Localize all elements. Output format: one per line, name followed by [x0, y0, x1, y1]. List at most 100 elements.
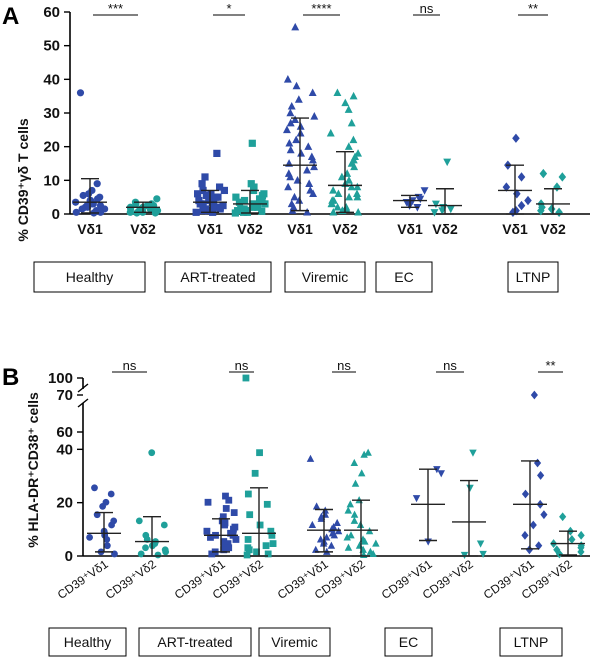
data-point [353, 192, 362, 201]
data-point [297, 149, 306, 157]
data-point [91, 484, 98, 492]
data-point [286, 108, 295, 117]
data-point [246, 511, 254, 519]
data-point [244, 490, 252, 498]
data-point [205, 207, 213, 215]
data-point [347, 118, 356, 127]
data-point [244, 536, 252, 543]
data-point [291, 115, 300, 123]
data-point [235, 198, 244, 206]
y-tick-label: 10 [43, 172, 60, 189]
data-point [344, 105, 353, 113]
y-tick-label: 40 [56, 441, 73, 458]
data-point [249, 203, 257, 211]
axis-break-mark [77, 383, 89, 393]
data-point [222, 505, 230, 512]
data-point [333, 202, 342, 211]
group-label: LTNP [514, 634, 549, 650]
data-point [308, 520, 317, 529]
data-point [230, 525, 237, 533]
data-point [194, 190, 202, 198]
data-point [525, 545, 533, 555]
data-point [256, 521, 264, 529]
data-point [357, 469, 366, 477]
data-point [361, 537, 369, 545]
significance-label: ns [443, 358, 457, 373]
significance-label: ns [420, 1, 434, 16]
data-point [294, 95, 303, 103]
data-point [304, 142, 313, 150]
data-point [420, 187, 429, 195]
data-point [322, 533, 331, 541]
data-point [78, 205, 86, 213]
data-point [349, 91, 358, 100]
data-point [521, 489, 530, 499]
data-point [568, 535, 576, 544]
data-point [310, 162, 319, 171]
group-box [164, 261, 272, 293]
data-point [502, 182, 511, 192]
y-tick-label: 0 [65, 548, 73, 565]
data-point [350, 516, 359, 524]
y-tick-label: 20 [56, 495, 73, 512]
data-point [577, 530, 585, 540]
panel-a-plot: 0 10 20 30 40 50 60 Vδ1 Vδ2 Vδ1 Vδ2 Vδ1 Vδ2 Vδ1 Vδ2 Vδ1… [33, 1, 590, 293]
data-point [553, 182, 561, 192]
data-point [540, 510, 548, 520]
data-point [524, 195, 532, 206]
data-point [517, 200, 526, 211]
data-point [202, 191, 210, 200]
data-point [103, 536, 111, 543]
data-point [437, 470, 445, 478]
data-point [135, 517, 143, 525]
data-point [446, 205, 455, 214]
data-point [343, 533, 351, 541]
significance-label: **** [311, 1, 331, 16]
data-point [555, 549, 563, 559]
data-point [199, 200, 207, 208]
data-point [232, 193, 240, 201]
data-point [220, 538, 228, 545]
data-point [245, 546, 253, 554]
data-point [243, 551, 251, 559]
data-point [215, 183, 224, 191]
data-point [256, 449, 263, 457]
data-point [345, 176, 353, 184]
data-point [416, 195, 425, 204]
data-point [308, 88, 317, 97]
x-category-label: Vδ1 [397, 221, 423, 237]
group-label: ART-treated [180, 269, 255, 285]
data-point [553, 545, 561, 555]
data-point [263, 500, 271, 508]
data-point [537, 470, 545, 480]
data-point [258, 207, 266, 215]
data-point [72, 208, 80, 216]
data-point [369, 549, 377, 557]
data-point [79, 191, 87, 200]
data-point [93, 180, 101, 188]
group-box [507, 261, 559, 293]
y-tick-label: 100 [48, 370, 73, 387]
y-tick-label: 30 [43, 105, 60, 122]
data-point [303, 165, 312, 174]
group-label: Healthy [66, 269, 113, 285]
data-point [214, 193, 222, 201]
data-point [353, 182, 362, 191]
data-point [469, 449, 477, 457]
data-point [372, 539, 380, 547]
data-point [76, 89, 85, 97]
data-point [438, 207, 447, 215]
data-point [211, 203, 219, 211]
data-point [344, 506, 352, 514]
data-point [347, 182, 356, 191]
x-category-label: Vδ1 [197, 221, 223, 237]
data-point [290, 192, 299, 201]
data-point [412, 495, 421, 503]
x-category-label: Vδ2 [237, 221, 263, 237]
data-point [306, 454, 315, 462]
data-point [107, 490, 115, 498]
data-point [213, 149, 221, 157]
data-point [99, 503, 107, 510]
data-point [317, 514, 326, 522]
